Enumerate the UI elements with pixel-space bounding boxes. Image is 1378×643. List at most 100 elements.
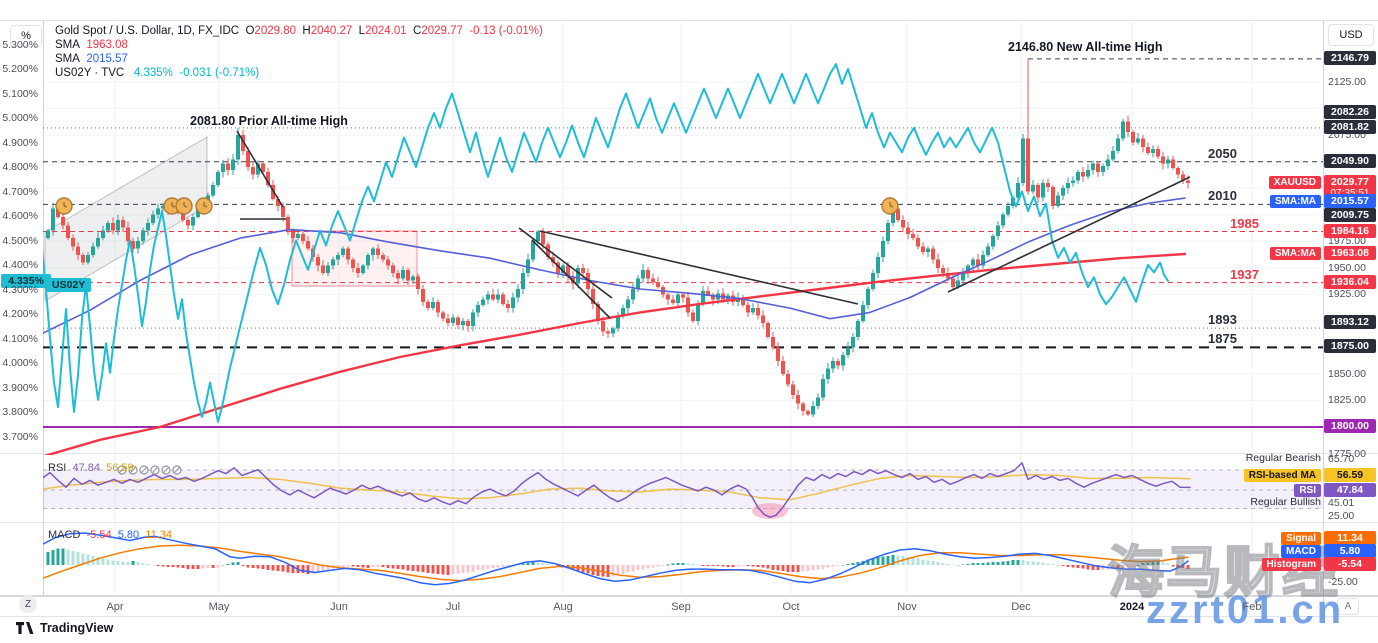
time-axis-tick[interactable]: Feb	[1242, 601, 1262, 613]
time-axis-tick[interactable]: Sep	[671, 601, 691, 613]
ohlc-low: 2024.01	[365, 25, 407, 37]
left-axis-tick: 5.300%	[2, 38, 38, 51]
macd-axis-tick: -25.00	[1328, 576, 1358, 588]
main-price-panel	[43, 58, 1323, 455]
price-axis-label: 1963.08	[1324, 245, 1376, 260]
percent-scale-button[interactable]: %	[10, 25, 42, 47]
auto-scale-button[interactable]: A	[1337, 598, 1359, 615]
panel-axis-label: 56.59	[1324, 468, 1376, 482]
rsi-panel	[43, 462, 1323, 519]
time-axis-tick[interactable]: Apr	[106, 601, 124, 613]
rsi-legend[interactable]: RSI 47.84 56.59	[48, 462, 134, 474]
macd-legend[interactable]: MACD -5.54 5.80 11.34	[48, 529, 172, 541]
price-axis-label: 1893.12	[1324, 315, 1376, 330]
price-axis-label: 2049.90	[1324, 153, 1376, 168]
panel-axis-label: -5.54	[1324, 557, 1376, 571]
us02y-axis-price-label: 4.335%	[1, 273, 51, 288]
right-axis-tick: 1975.00	[1328, 235, 1366, 248]
time-axis-tick[interactable]: May	[208, 601, 230, 613]
ohlc-close: 2029.77	[421, 25, 463, 37]
tradingview-logo-icon	[16, 622, 34, 634]
panel-level-text: Regular Bullish	[1250, 496, 1321, 508]
left-axis-tick: 3.700%	[2, 430, 38, 443]
sma-fast-legend-row[interactable]: SMA 2015.57	[55, 52, 543, 66]
price-axis-label: 1984.16	[1324, 223, 1376, 238]
rsi-axis-tick: 25.00	[1328, 510, 1355, 522]
left-axis-tick: 4.500%	[2, 234, 38, 247]
left-axis-tick: 5.000%	[2, 112, 38, 124]
price-axis-label: 2146.79	[1324, 50, 1376, 65]
price-level-label: 1937	[1227, 267, 1262, 282]
left-axis-tick: 3.900%	[2, 381, 38, 394]
panel-series-pill: Histogram	[1261, 558, 1321, 571]
ohlc-c-label: C	[413, 25, 422, 37]
left-axis-tick: 5.100%	[2, 87, 38, 100]
us02y-series-tag: US02Y	[46, 278, 92, 292]
price-axis-label: 1936.04	[1324, 274, 1376, 289]
left-axis-tick: 4.800%	[2, 161, 38, 173]
price-level-label: 1875	[1205, 332, 1240, 347]
panel-series-pill: RSI	[1294, 484, 1321, 497]
right-axis-tick: 1950.00	[1328, 261, 1366, 274]
price-axis-label: 2009.75	[1324, 208, 1376, 223]
left-axis-tick: 4.700%	[2, 185, 38, 198]
sma-slow-legend-row[interactable]: SMA 1963.08	[55, 38, 543, 52]
price-axis-label: 2081.82	[1324, 119, 1376, 134]
ohlc-change: -0.13 (-0.01%)	[469, 25, 543, 37]
left-axis-tick: 4.600%	[2, 210, 38, 222]
price-axis-label: 1800.00	[1324, 419, 1376, 434]
macd-panel	[43, 532, 1190, 586]
price-axis-label: 2082.26	[1324, 105, 1376, 120]
usd-scale-button[interactable]: USD	[1328, 24, 1374, 46]
time-axis-tick[interactable]: Dec	[1011, 601, 1031, 613]
right-axis-tick: 1825.00	[1328, 394, 1366, 407]
timezone-button[interactable]: Z	[19, 595, 37, 613]
right-axis-tick: 1775.00	[1328, 447, 1366, 460]
tradingview-logo[interactable]: TradingView	[16, 621, 113, 635]
sma-slow-value: 1963.08	[86, 39, 128, 51]
us02y-change: -0.031 (-0.71%)	[179, 67, 260, 79]
watermark-site: zzrt01.cn	[1146, 588, 1345, 632]
sma-label: SMA	[55, 53, 80, 65]
left-axis-tick: 3.800%	[2, 406, 38, 418]
new-ath-annotation: 2146.80 New All-time High	[1008, 40, 1163, 54]
time-axis-tick[interactable]: Nov	[897, 601, 917, 613]
series-tag-pill: SMA:MA	[1269, 195, 1321, 209]
gold-candles	[46, 58, 1190, 418]
panel-level-text: Regular Bearish	[1245, 452, 1321, 464]
sma-fast-value: 2015.57	[86, 53, 128, 65]
ohlc-high: 2040.27	[310, 25, 353, 37]
macd-title: MACD	[48, 529, 81, 541]
rsi-axis-tick: 65.70	[1328, 453, 1355, 465]
right-axis-tick: 1925.00	[1328, 288, 1366, 301]
time-axis-tick[interactable]: Jun	[330, 601, 348, 613]
left-axis-tick: 4.200%	[2, 308, 38, 320]
ohlc-open: 2029.80	[254, 25, 296, 37]
left-axis-tick: 4.300%	[2, 283, 38, 296]
rsi-value: 47.84	[72, 462, 100, 474]
macd-value: 5.80	[117, 529, 140, 541]
macd-signal-value: 11.34	[145, 529, 172, 541]
time-axis-tick[interactable]: Oct	[782, 601, 800, 613]
price-axis-label: 1875.00	[1324, 339, 1376, 354]
symbol-legend-row[interactable]: Gold Spot / U.S. Dollar, 1D, FX_IDC O202…	[55, 24, 543, 38]
us02y-symbol: US02Y · TVC	[55, 67, 125, 79]
left-axis-tick: 5.200%	[2, 63, 38, 75]
right-axis-tick: 1850.00	[1328, 367, 1366, 380]
macd-hist-value: -5.54	[86, 529, 112, 541]
time-axis-tick[interactable]: 2024	[1119, 601, 1145, 613]
trendline-drawings	[55, 130, 1191, 319]
time-axis-tick[interactable]: Aug	[553, 601, 573, 613]
rsi-axis-tick: 45.01	[1328, 497, 1355, 509]
us02y-legend-row[interactable]: US02Y · TVC 4.335% -0.031 (-0.71%)	[55, 66, 543, 80]
prior-ath-annotation: 2081.80 Prior All-time High	[190, 114, 348, 128]
time-axis-tick[interactable]: Jul	[445, 601, 461, 613]
chart-legend[interactable]: Gold Spot / U.S. Dollar, 1D, FX_IDC O202…	[55, 24, 543, 80]
ohlc-l-label: L	[358, 25, 366, 37]
price-level-label: 1893	[1205, 313, 1240, 328]
left-axis-tick: 4.900%	[2, 136, 38, 149]
left-axis-tick: 4.100%	[2, 332, 38, 345]
sma-label: SMA	[55, 39, 80, 51]
